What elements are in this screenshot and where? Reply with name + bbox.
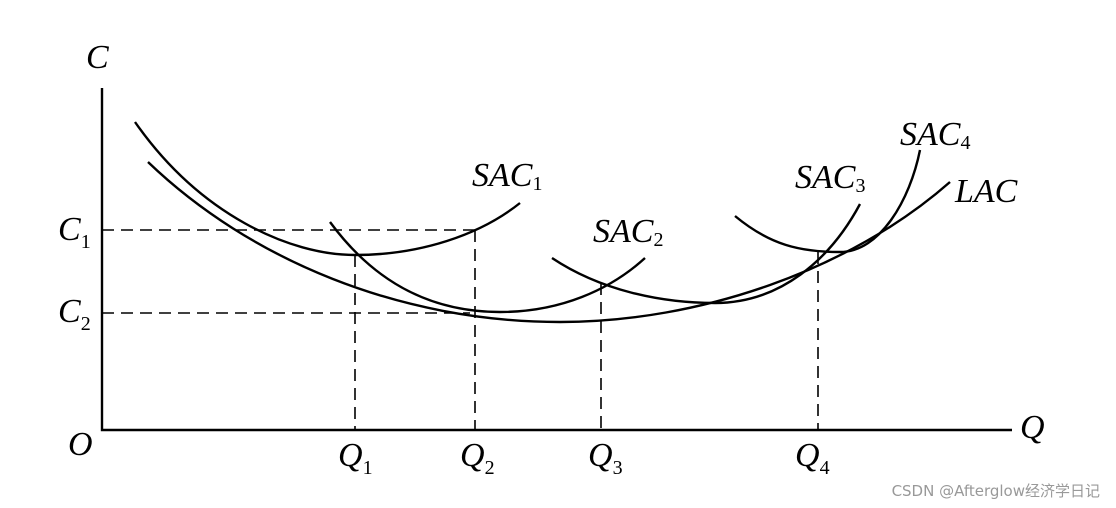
label-part: 3 [855,175,865,197]
curve-label: SAC1 [472,157,542,195]
curve-label: LAC [954,173,1018,210]
axes [100,88,1012,432]
label-part: Q [460,437,485,474]
sac1-curve [134,121,521,257]
level-label: C1 [58,211,91,253]
x-axis-label: Q [1020,409,1045,446]
label-part: 4 [960,132,970,154]
curve-label: SAC3 [795,159,865,197]
label-part: LAC [954,173,1018,210]
label-part: Q [338,437,363,474]
lac-curve [147,161,951,324]
curve-label: SAC2 [593,213,663,251]
quantity-label: Q1 [338,437,373,479]
label-part: 1 [363,457,373,479]
label-part: 1 [532,173,542,195]
label-part: SAC [795,159,856,196]
sac2-curve [329,221,646,314]
quantity-label: Q2 [460,437,495,479]
curve-label: SAC4 [900,116,970,154]
label-part: 2 [653,229,663,251]
label-part: C [58,293,81,330]
quantity-label: Q4 [795,437,830,479]
label-part: Q [795,437,820,474]
label-part: SAC [593,213,654,250]
label-part: SAC [900,116,961,153]
guide-lines [102,229,476,430]
label-part: C [58,211,81,248]
watermark: CSDN @Afterglow经济学日记 [892,482,1100,500]
label-part: 2 [81,313,91,335]
label-part: SAC [472,157,533,194]
quantity-label: Q3 [588,437,623,479]
guide-lines [102,252,819,430]
y-axis-label: C [86,39,109,76]
label-part: 2 [485,457,495,479]
label-part: 3 [613,457,623,479]
level-label: C2 [58,293,91,335]
origin-label: O [68,426,93,463]
label-part: Q [588,437,613,474]
label-part: 1 [81,231,91,253]
label-part: 4 [820,457,830,479]
sac4-curve [734,149,922,254]
